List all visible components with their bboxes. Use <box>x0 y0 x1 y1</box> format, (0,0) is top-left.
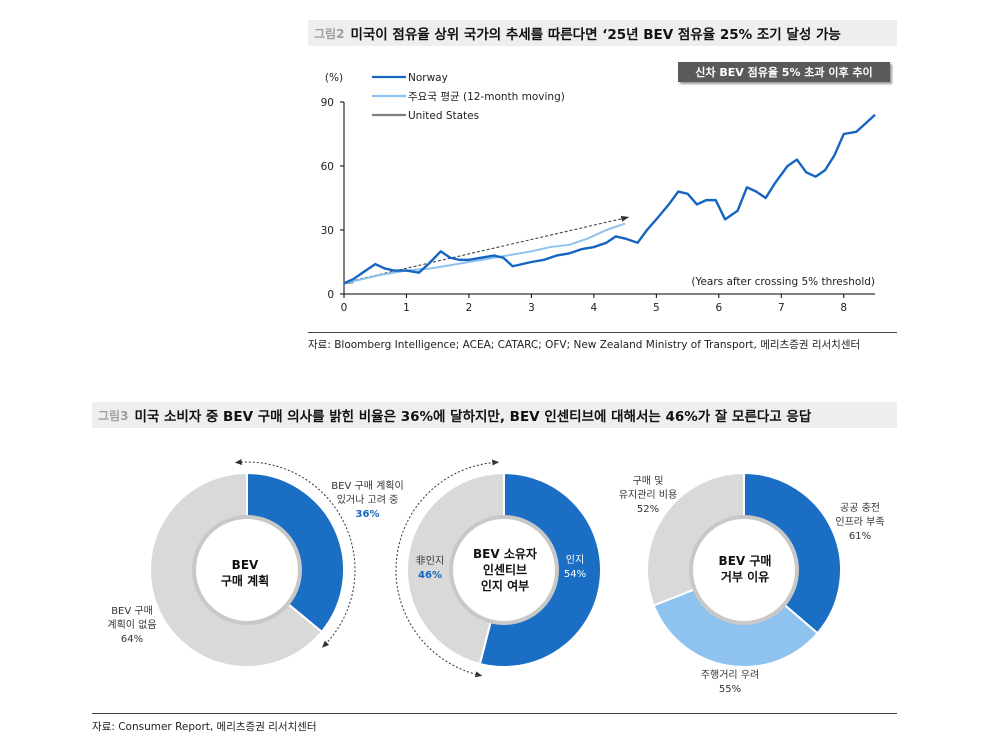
fig2-title: 미국이 점유율 상위 국가의 추세를 따른다면 ‘25년 BEV 점유율 25%… <box>350 27 841 43</box>
donut-charts-svg <box>149 459 842 678</box>
line-chart-svg: 0 30 60 90 0 1 2 3 4 5 6 7 8 (%) (Years after crossing… <box>321 72 876 314</box>
donut2-center-line1: BEV 소유자 <box>473 547 537 561</box>
fig3-source-rule <box>92 713 897 714</box>
x-axis-title: (Years after crossing 5% threshold) <box>691 276 875 288</box>
donut3-label-cost-line2: 유지관리 비용 <box>618 490 678 501</box>
donut3-label-cost: 구매 및 유지관리 비용 52% <box>608 475 688 517</box>
donut1-share-arrow <box>234 459 356 648</box>
fig2-header: 그림2 미국이 점유율 상위 국가의 추세를 따른다면 ‘25년 BEV 점유율… <box>308 20 897 46</box>
x-tick-label: 8 <box>840 302 847 314</box>
donut3-center-line1: BEV 구매 <box>718 554 772 568</box>
x-tick-label: 6 <box>715 302 722 314</box>
donut1-label-noplan: BEV 구매 계획이 없음 64% <box>92 605 172 647</box>
fig3-title: 미국 소비자 중 BEV 구매 의사를 밝힌 비율은 36%에 달하지만, BE… <box>134 409 812 425</box>
fig3-number: 그림3 <box>98 408 129 423</box>
donut1-label-noplan-pct: 64% <box>120 634 144 645</box>
donut1-label-noplan-line2: 계획이 없음 <box>107 620 157 631</box>
fig2-source-rule <box>308 332 897 333</box>
fig2-source: 자료: Bloomberg Intelligence; ACEA; CATARC… <box>308 339 861 351</box>
donut3-label-infra-pct: 61% <box>848 531 872 542</box>
donut3-label-cost-line1: 구매 및 <box>632 476 664 487</box>
donut3-label-infra: 공공 충전 인프라 부족 61% <box>822 502 898 544</box>
donut3-label-range-pct: 55% <box>718 684 742 695</box>
fig2-number: 그림2 <box>314 26 345 41</box>
donut3-label-range: 주행거리 우려 55% <box>690 669 770 697</box>
donut2-share-arrow <box>395 459 500 678</box>
x-tick-label: 0 <box>341 302 348 314</box>
y-tick-label: 60 <box>321 161 334 173</box>
donut1-center-line2: 구매 계획 <box>220 574 270 588</box>
donut1-label-plan-line2: 있거나 고려 중 <box>336 495 399 506</box>
donut3-center-label: BEV 구매 거부 이유 <box>705 553 785 585</box>
legend-label-1: 주요국 평균 (12-month moving) <box>408 91 565 103</box>
donut1-label-plan: BEV 구매 계획이 있거나 고려 중 36% <box>320 480 415 522</box>
donut1-label-noplan-line1: BEV 구매 <box>111 606 153 617</box>
y-axis-unit: (%) <box>325 72 343 84</box>
x-tick-label: 7 <box>778 302 785 314</box>
fig2-badge: 신차 BEV 점유율 5% 초과 이후 추이 <box>678 62 890 82</box>
donut2-center-label: BEV 소유자 인센티브 인지 여부 <box>460 546 550 594</box>
donut3-label-infra-line1: 공공 충전 <box>840 503 880 514</box>
series-line-1 <box>343 222 626 285</box>
donut1-label-plan-line1: BEV 구매 계획이 <box>331 481 404 492</box>
donut3-label-infra-line2: 인프라 부족 <box>835 517 885 528</box>
fig3-header: 그림3 미국 소비자 중 BEV 구매 의사를 밝힌 비율은 36%에 달하지만… <box>92 402 897 428</box>
donut2-label-aware-pct: 54% <box>563 569 587 580</box>
legend-label-2: United States <box>408 110 479 122</box>
donut1-center-label: BEV 구매 계획 <box>205 557 285 589</box>
x-tick-label: 3 <box>528 302 535 314</box>
x-tick-label: 1 <box>403 302 410 314</box>
donut3-center-line2: 거부 이유 <box>720 570 770 584</box>
donut2-label-unaware: 非인지 46% <box>408 555 452 583</box>
fig2-chart: 0 30 60 90 0 1 2 3 4 5 6 7 8 (%) (Years after crossing… <box>300 55 900 315</box>
donut2-label-unaware-line1: 非인지 <box>415 556 445 567</box>
x-tick-label: 2 <box>466 302 473 314</box>
donut1-hole <box>192 515 302 625</box>
y-tick-label: 30 <box>321 225 334 237</box>
x-tick-label: 4 <box>591 302 598 314</box>
fig3-source: 자료: Consumer Report, 메리츠증권 리서치센터 <box>92 721 317 733</box>
donut2-label-unaware-pct: 46% <box>418 570 442 581</box>
donut2-hole <box>449 515 559 625</box>
legend-label-0: Norway <box>408 72 448 84</box>
donut1-label-plan-pct: 36% <box>355 509 380 520</box>
fig2-badge-text: 신차 BEV 점유율 5% 초과 이후 추이 <box>695 66 873 79</box>
donut3-label-range-line1: 주행거리 우려 <box>700 670 760 681</box>
donut3-label-cost-pct: 52% <box>636 504 660 515</box>
donut2-label-aware-line1: 인지 <box>565 555 585 566</box>
donut2-center-line2: 인센티브 <box>482 563 528 577</box>
donut1-center-line1: BEV <box>231 558 259 572</box>
y-tick-label: 90 <box>321 97 334 109</box>
series-line-0 <box>343 113 876 285</box>
donut2-label-aware: 인지 54% <box>553 554 597 582</box>
y-tick-label: 0 <box>327 289 334 301</box>
donut2-center-line3: 인지 여부 <box>480 579 530 593</box>
x-tick-label: 5 <box>653 302 660 314</box>
donut3-hole <box>689 515 799 625</box>
